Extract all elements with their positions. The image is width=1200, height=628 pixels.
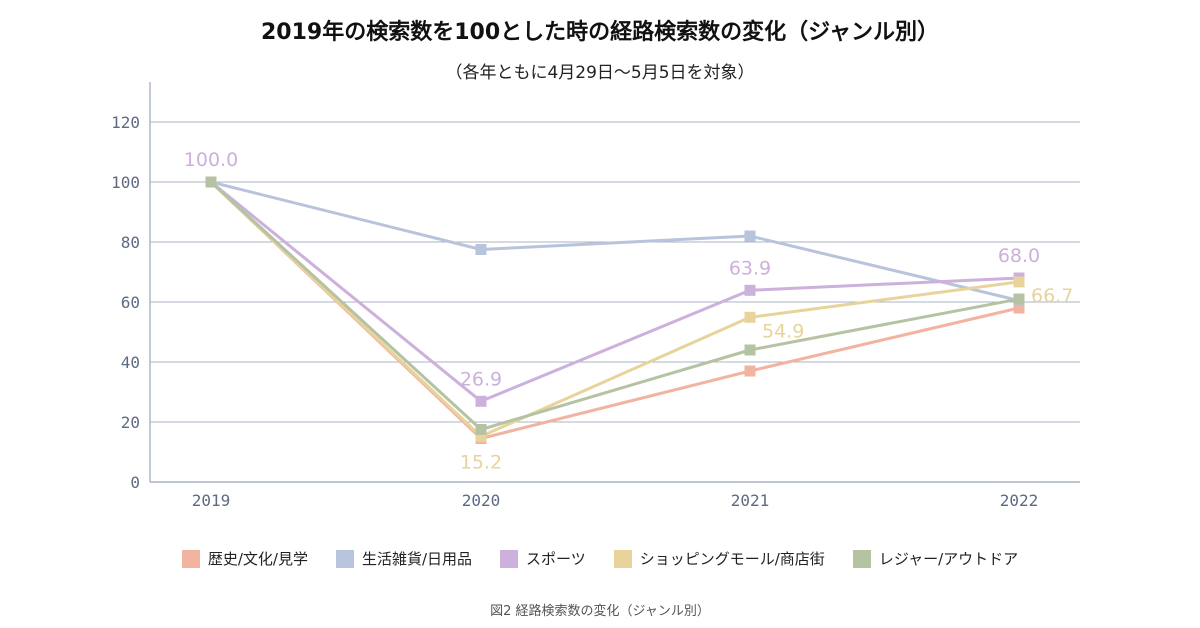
y-tick-label: 60 <box>121 293 140 312</box>
series-line <box>210 180 1020 302</box>
data-point <box>744 230 756 242</box>
legend-label: レジャー/アウトドア <box>878 550 1019 568</box>
data-point <box>475 424 487 435</box>
legend-swatch <box>500 549 519 568</box>
y-tick-label: 40 <box>121 353 140 372</box>
chart-title: 2019年の検索数を100とした時の経路検索数の変化（ジャンル別） <box>260 20 940 45</box>
data-point <box>205 176 217 188</box>
legend-label: スポーツ <box>526 550 586 568</box>
legend-label: 生活雑貨/日用品 <box>361 550 473 568</box>
legend-swatch <box>335 549 354 568</box>
data-point <box>475 244 487 255</box>
legend-item: 生活雑貨/日用品 <box>335 548 473 569</box>
legend-swatch <box>852 549 871 568</box>
data-point <box>744 344 756 356</box>
data-point <box>744 311 756 323</box>
data-point <box>475 395 487 407</box>
data-label: 66.7 <box>1031 285 1073 307</box>
legend-item: 歴史/文化/見学 <box>181 548 308 569</box>
y-tick-label: 120 <box>111 113 140 132</box>
legend-item: スポーツ <box>500 548 586 569</box>
series-line <box>209 180 1020 440</box>
y-tick-label: 80 <box>121 233 140 252</box>
series-line <box>209 180 1020 431</box>
x-tick-label: 2019 <box>192 491 231 510</box>
data-label: 63.9 <box>729 257 771 279</box>
legend-swatch <box>613 549 632 568</box>
data-label: 26.9 <box>460 368 502 390</box>
data-label: 15.2 <box>460 451 502 473</box>
data-point <box>744 365 756 377</box>
data-point <box>744 284 756 296</box>
y-tick-label: 20 <box>121 413 140 432</box>
data-label: 54.9 <box>762 320 804 342</box>
data-point <box>1013 276 1025 288</box>
y-tick-label: 100 <box>111 173 140 192</box>
data-point <box>1013 302 1025 314</box>
data-point <box>475 430 487 442</box>
data-point <box>1013 293 1025 305</box>
x-tick-label: 2020 <box>462 491 501 510</box>
series-line <box>209 180 1020 438</box>
series-line <box>210 180 1020 403</box>
legend-item: レジャー/アウトドア <box>852 548 1019 569</box>
figure-caption: 図2 経路検索数の変化（ジャンル別） <box>490 604 710 619</box>
legend-label: ショッピングモール/商店街 <box>639 550 825 568</box>
x-tick-label: 2021 <box>731 491 770 510</box>
y-tick-label: 0 <box>130 473 140 492</box>
chart-legend: 歴史/文化/見学 生活雑貨/日用品 スポーツ ショッピングモール/商店街 レジャー/アウ… <box>0 548 1200 569</box>
data-label: 68.0 <box>998 245 1040 267</box>
data-label: 100.0 <box>184 149 238 171</box>
legend-label: 歴史/文化/見学 <box>207 550 308 568</box>
x-tick-label: 2022 <box>1000 491 1039 510</box>
legend-swatch <box>181 549 200 568</box>
chart-subtitle: （各年ともに4月29日〜5月5日を対象） <box>445 63 755 83</box>
legend-item: ショッピングモール/商店街 <box>613 548 825 569</box>
